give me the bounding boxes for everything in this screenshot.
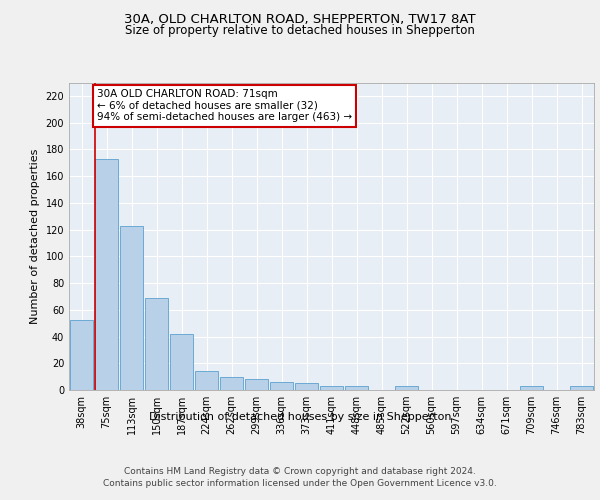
Bar: [195, 372, 218, 390]
Bar: [95, 158, 118, 390]
Bar: [145, 298, 168, 390]
Text: Size of property relative to detached houses in Shepperton: Size of property relative to detached ho…: [125, 24, 475, 37]
Text: Contains public sector information licensed under the Open Government Licence v3: Contains public sector information licen…: [103, 479, 497, 488]
Bar: [320, 386, 343, 390]
Bar: [295, 384, 318, 390]
Bar: [245, 380, 268, 390]
Text: 30A OLD CHARLTON ROAD: 71sqm
← 6% of detached houses are smaller (32)
94% of sem: 30A OLD CHARLTON ROAD: 71sqm ← 6% of det…: [97, 89, 352, 122]
Bar: [270, 382, 293, 390]
Bar: [395, 386, 418, 390]
Bar: [520, 386, 543, 390]
Bar: [345, 386, 368, 390]
Text: Contains HM Land Registry data © Crown copyright and database right 2024.: Contains HM Land Registry data © Crown c…: [124, 468, 476, 476]
Bar: [120, 226, 143, 390]
Bar: [70, 320, 93, 390]
Bar: [220, 376, 243, 390]
Bar: [170, 334, 193, 390]
Text: Distribution of detached houses by size in Shepperton: Distribution of detached houses by size …: [149, 412, 451, 422]
Bar: [570, 386, 593, 390]
Text: 30A, OLD CHARLTON ROAD, SHEPPERTON, TW17 8AT: 30A, OLD CHARLTON ROAD, SHEPPERTON, TW17…: [124, 12, 476, 26]
Y-axis label: Number of detached properties: Number of detached properties: [30, 148, 40, 324]
